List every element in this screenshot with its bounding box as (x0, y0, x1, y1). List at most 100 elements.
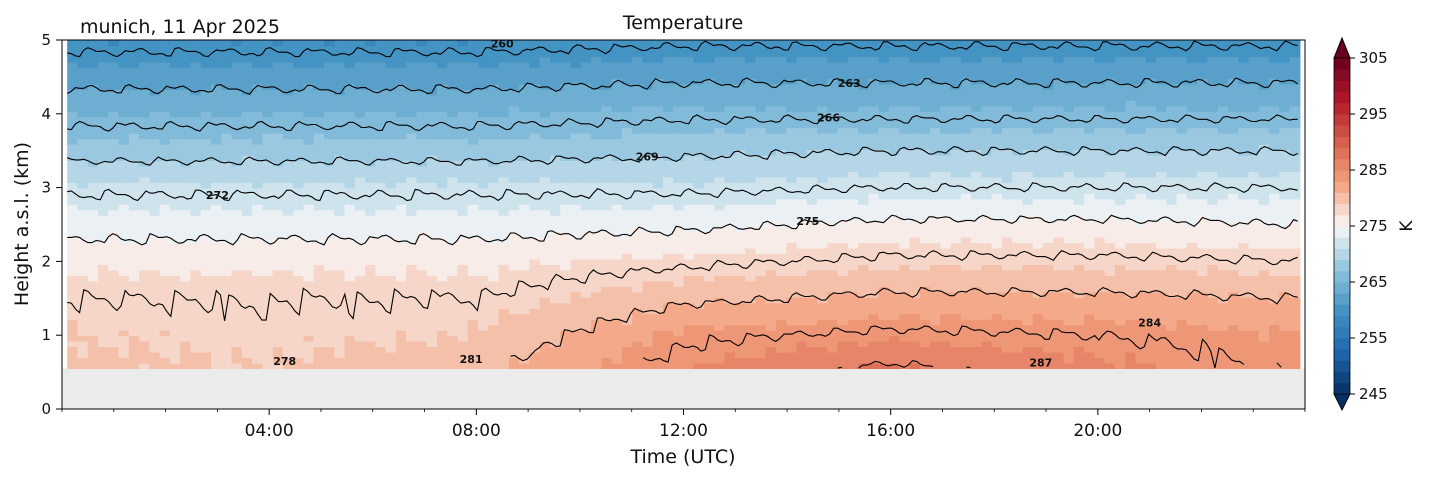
field-cell (858, 61, 869, 68)
field-cell (858, 308, 869, 315)
field-cell (467, 182, 479, 189)
field-cell (498, 351, 510, 359)
field-cell (262, 280, 274, 287)
field-cell (436, 341, 448, 348)
field-cell (354, 330, 366, 337)
field-cell (406, 231, 418, 238)
field-cell (888, 50, 900, 58)
field-cell (406, 176, 418, 183)
field-cell (436, 264, 448, 271)
field-cell (868, 40, 880, 47)
field-cell (909, 357, 921, 364)
field-cell (673, 50, 685, 58)
field-cell (704, 297, 715, 304)
field-cell (118, 247, 130, 255)
field-cell (478, 122, 489, 129)
field-cell (416, 193, 428, 200)
field-cell (899, 242, 911, 249)
field-cell (580, 193, 592, 200)
field-cell (180, 247, 192, 255)
field-cell (118, 264, 130, 271)
field-cell (98, 138, 109, 145)
field-cell (488, 242, 500, 249)
field-cell (272, 171, 284, 178)
field-cell (632, 357, 644, 364)
field-cell (673, 111, 685, 118)
field-cell (734, 83, 746, 90)
field-cell (858, 286, 869, 293)
field-cell (282, 50, 294, 58)
field-cell (67, 105, 79, 112)
field-cell (549, 253, 561, 260)
field-cell (601, 111, 613, 118)
field-cell (775, 291, 787, 298)
field-cell (765, 280, 777, 287)
field-cell (806, 193, 818, 200)
field-cell (591, 149, 602, 156)
field-cell (888, 40, 900, 47)
field-cell (221, 94, 233, 101)
field-cell (488, 111, 500, 118)
field-cell (467, 226, 479, 233)
field-cell (426, 357, 438, 364)
field-cell (755, 111, 767, 118)
field-cell (354, 346, 366, 353)
field-cell (775, 319, 787, 326)
field-cell (580, 258, 592, 266)
field-cell (621, 297, 633, 304)
field-cell (323, 226, 335, 233)
field-cell (303, 237, 315, 244)
field-cell (704, 198, 715, 205)
field-cell (796, 144, 808, 151)
field-cell (529, 357, 541, 364)
field-cell (498, 258, 510, 266)
field-cell (560, 324, 572, 331)
field-cell (98, 193, 109, 200)
field-cell (118, 275, 130, 282)
field-cell (498, 280, 510, 287)
field-cell (180, 302, 192, 309)
field-cell (909, 133, 921, 140)
field-cell (755, 313, 767, 320)
field-cell (293, 209, 305, 216)
field-cell (416, 357, 428, 364)
field-cell (529, 50, 541, 58)
field-cell (457, 220, 469, 227)
field-cell (303, 275, 315, 282)
field-cell (200, 319, 212, 326)
field-cell (108, 308, 120, 315)
field-cell (796, 242, 808, 249)
field-cell (847, 116, 859, 123)
field-cell (200, 56, 212, 63)
field-cell (252, 302, 263, 309)
field-cell (765, 313, 777, 320)
field-cell (549, 198, 561, 205)
field-cell (745, 116, 756, 123)
field-cell (252, 362, 263, 370)
field-cell (128, 269, 140, 276)
field-cell (375, 100, 387, 107)
field-cell (878, 122, 890, 129)
field-cell (344, 198, 356, 205)
field-cell (98, 105, 109, 112)
field-cell (365, 187, 376, 194)
field-cell (108, 280, 120, 287)
field-cell (488, 346, 500, 353)
field-cell (169, 297, 181, 304)
field-cell (591, 165, 602, 172)
field-cell (190, 209, 202, 216)
field-cell (662, 324, 674, 331)
field-cell (601, 297, 613, 304)
field-cell (67, 144, 79, 151)
field-cell (436, 122, 448, 129)
field-cell (416, 220, 428, 227)
field-cell (77, 193, 89, 200)
field-cell (549, 264, 561, 271)
field-cell (252, 72, 263, 79)
field-cell (827, 138, 839, 145)
field-cell (601, 209, 613, 216)
field-cell (560, 302, 572, 309)
field-cell (467, 165, 479, 172)
field-cell (714, 127, 726, 134)
field-cell (190, 138, 202, 145)
